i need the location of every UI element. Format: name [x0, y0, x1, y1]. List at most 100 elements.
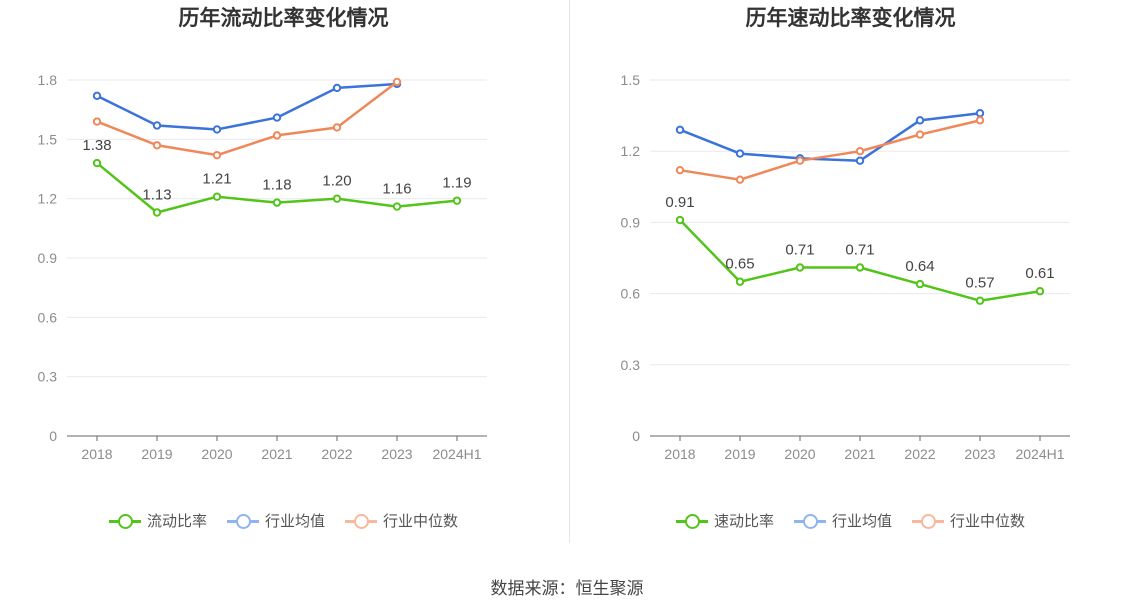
data-label: 0.71 — [785, 241, 814, 258]
legend-item-industry-mean[interactable]: 行业均值 — [226, 510, 325, 531]
data-point — [915, 116, 925, 125]
y-tick-label: 1.5 — [621, 72, 641, 88]
data-point — [332, 194, 342, 203]
data-point — [855, 263, 865, 272]
data-label: 0.57 — [965, 275, 994, 292]
data-point — [92, 117, 102, 126]
y-tick-label: 0.9 — [38, 250, 58, 266]
legend-label: 行业中位数 — [383, 513, 459, 530]
x-tick-label: 2019 — [724, 446, 755, 462]
x-tick-label: 2022 — [321, 446, 352, 462]
data-point — [855, 156, 865, 165]
data-point — [332, 123, 342, 132]
data-point — [975, 116, 985, 125]
legend-item-quick-ratio[interactable]: 速动比率 — [675, 510, 774, 531]
data-point — [392, 77, 402, 87]
y-tick-label: 0.6 — [38, 309, 58, 325]
series-line — [96, 80, 398, 157]
legend-marker-icon — [793, 513, 826, 529]
legend-label: 速动比率 — [713, 513, 774, 530]
line-chart-quick-ratio: 0 0.3 0.6 0.9 1.2 1.5 2018 2019 2020 2021 2022 2023… — [621, 72, 1070, 462]
data-label: 0.64 — [905, 258, 934, 275]
data-point — [675, 165, 685, 175]
data-label: 1.13 — [142, 187, 171, 204]
legend-label: 行业均值 — [831, 513, 892, 530]
legend-marker-icon — [345, 513, 377, 529]
y-tick-label: 0.9 — [621, 214, 641, 230]
data-label: 1.18 — [262, 177, 291, 194]
x-tick-label: 2023 — [964, 446, 995, 462]
chart-panel-quick-ratio: 历年速动比率变化情况 0 0.3 0.6 0.9 1.2 1.5 2018 2019 2020 2… — [567, 0, 1134, 560]
data-label: 1.38 — [82, 137, 111, 154]
legend-marker-icon — [675, 513, 708, 529]
data-label: 0.65 — [725, 256, 754, 273]
legend-label: 行业中位数 — [950, 513, 1026, 530]
x-tick-label: 2024H1 — [1015, 446, 1064, 462]
x-tick-label: 2022 — [904, 446, 935, 462]
y-tick-label: 1.2 — [38, 191, 58, 207]
y-tick-label: 1.2 — [621, 143, 641, 159]
data-point — [675, 125, 685, 135]
data-point — [452, 196, 462, 205]
data-label: 1.21 — [202, 171, 231, 188]
y-tick-label: 0 — [632, 428, 640, 444]
y-tick-label: 0 — [49, 428, 57, 444]
series-line — [679, 119, 981, 181]
legend-item-current-ratio[interactable]: 流动比率 — [108, 510, 207, 531]
data-point — [212, 192, 222, 201]
data-point — [272, 198, 282, 207]
x-tick-label: 2023 — [381, 446, 412, 462]
x-tick-label: 2021 — [844, 446, 875, 462]
data-label: 0.91 — [665, 194, 694, 211]
data-point — [392, 202, 402, 211]
data-label: 1.19 — [442, 175, 471, 192]
legend-item-industry-median[interactable]: 行业中位数 — [345, 510, 458, 531]
chart-legend: 速动比率 行业均值 行业中位数 — [567, 510, 1134, 531]
data-point — [272, 131, 282, 140]
x-tick-label: 2018 — [664, 446, 695, 462]
x-tick-label: 2018 — [81, 446, 112, 462]
legend-item-industry-median[interactable]: 行业中位数 — [912, 510, 1025, 531]
legend-label: 流动比率 — [146, 513, 207, 530]
x-tick-label: 2020 — [201, 446, 232, 462]
line-chart-current-ratio: 0 0.3 0.6 0.9 1.2 1.5 1.8 2018 2019 2020 2021 2022 2… — [38, 72, 487, 462]
data-point — [1035, 287, 1045, 296]
data-point — [212, 125, 222, 134]
y-tick-label: 0.3 — [621, 357, 641, 373]
x-tick-label: 2020 — [784, 446, 815, 462]
data-point — [675, 215, 685, 225]
panel-divider — [569, 0, 570, 543]
legend-item-industry-mean[interactable]: 行业均值 — [793, 510, 892, 531]
data-label: 1.16 — [382, 181, 411, 198]
x-tick-label: 2019 — [141, 446, 172, 462]
data-point — [332, 83, 342, 93]
data-point — [735, 277, 745, 286]
data-point — [152, 208, 162, 217]
data-point — [92, 158, 102, 168]
data-point — [735, 149, 745, 158]
y-tick-label: 1.5 — [38, 131, 58, 147]
data-point — [795, 263, 805, 272]
chart-panel-current-ratio: 历年流动比率变化情况 0 0.3 0.6 0.9 1.2 1.5 1.8 2018 2019 20… — [0, 0, 567, 560]
y-tick-label: 0.6 — [621, 286, 641, 302]
chart-legend: 流动比率 行业均值 行业中位数 — [0, 510, 567, 531]
data-point — [855, 147, 865, 156]
data-point — [975, 109, 985, 118]
y-tick-label: 0.3 — [38, 369, 58, 385]
legend-label: 行业均值 — [264, 513, 325, 530]
data-point — [152, 121, 162, 130]
chart-title: 历年速动比率变化情况 — [745, 7, 956, 30]
legend-marker-icon — [912, 513, 944, 529]
legend-marker-icon — [226, 513, 259, 529]
chart-title: 历年流动比率变化情况 — [178, 7, 389, 30]
series-line — [96, 82, 398, 131]
data-label: 0.61 — [1025, 265, 1054, 282]
data-point — [212, 150, 222, 160]
legend-marker-icon — [108, 513, 141, 529]
x-tick-label: 2024H1 — [432, 446, 481, 462]
data-point — [915, 130, 925, 139]
data-point — [152, 141, 162, 150]
data-label: 1.20 — [322, 173, 351, 190]
data-point — [915, 279, 925, 289]
data-point — [795, 156, 805, 165]
